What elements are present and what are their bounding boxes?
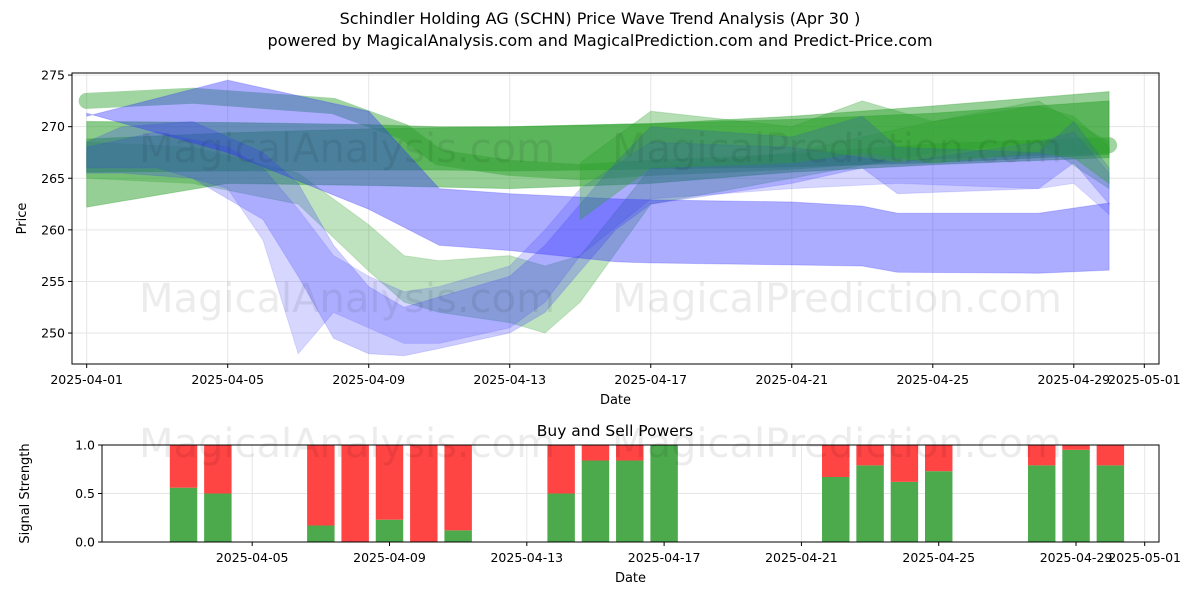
price-band-blue bbox=[86, 79, 1110, 274]
sell-bar bbox=[169, 445, 198, 488]
price-band-green bbox=[579, 100, 1110, 221]
signal-chart-title: Buy and Sell Powers bbox=[537, 422, 694, 440]
price-ytick-label: 270 bbox=[41, 119, 65, 134]
sell-bar bbox=[822, 445, 850, 478]
signal-xtick-label: 2025-04-29 bbox=[1040, 550, 1113, 565]
buy-bar bbox=[616, 460, 644, 542]
signal-ytick-label: 1.0 bbox=[75, 438, 95, 453]
buy-bar bbox=[307, 525, 335, 542]
sell-bar bbox=[1062, 445, 1090, 450]
price-xtick-label: 2025-04-29 bbox=[1037, 372, 1110, 387]
price-band-blue bbox=[86, 131, 1110, 355]
watermark-text: MagicalPrediction.com bbox=[612, 276, 1062, 322]
price-xtick-label: 2025-04-09 bbox=[332, 372, 405, 387]
price-ytick-label: 255 bbox=[41, 274, 65, 289]
signal-ytick-label: 0.0 bbox=[75, 535, 95, 550]
signal-watermarks: MagicalAnalysis.com MagicalPrediction.com bbox=[139, 421, 1062, 467]
buy-bar bbox=[204, 493, 232, 542]
signal-bars bbox=[169, 445, 1125, 542]
watermark-text: MagicalPrediction.com bbox=[612, 421, 1062, 467]
signal-xtick-label: 2025-05-01 bbox=[1108, 550, 1181, 565]
chart-title: Schindler Holding AG (SCHN) Price Wave T… bbox=[339, 9, 861, 28]
price-band-green bbox=[86, 91, 1110, 208]
buy-bar bbox=[581, 460, 610, 542]
price-x-axis-label: Date bbox=[600, 393, 631, 408]
watermark-text: MagicalAnalysis.com bbox=[139, 276, 555, 322]
price-xtick-label: 2025-04-25 bbox=[896, 372, 969, 387]
sell-bar bbox=[204, 445, 232, 494]
buy-bar bbox=[1027, 465, 1056, 542]
sell-bar bbox=[581, 445, 610, 461]
price-grid bbox=[72, 73, 1159, 364]
price-xtick-label: 2025-04-13 bbox=[473, 372, 546, 387]
sell-bar bbox=[1027, 445, 1056, 466]
sell-bar bbox=[925, 445, 953, 472]
sell-bar bbox=[307, 445, 335, 526]
price-bands bbox=[78, 79, 1118, 357]
buy-bar bbox=[650, 445, 678, 542]
sell-bar bbox=[547, 445, 575, 494]
buy-bar bbox=[925, 471, 953, 542]
price-plot-frame bbox=[71, 72, 1160, 365]
buy-bar bbox=[856, 465, 884, 542]
sell-bar bbox=[890, 445, 919, 482]
buy-bar bbox=[375, 519, 404, 542]
sell-bar bbox=[410, 445, 438, 542]
signal-xtick-label: 2025-04-21 bbox=[765, 550, 838, 565]
price-ytick-label: 265 bbox=[41, 171, 65, 186]
price-xtick-label: 2025-04-17 bbox=[614, 372, 687, 387]
price-xtick-label: 2025-04-05 bbox=[191, 372, 264, 387]
price-y-axis-label: Price bbox=[15, 203, 30, 235]
buy-bar bbox=[444, 530, 472, 542]
buy-bar bbox=[822, 477, 850, 542]
price-ytick-label: 250 bbox=[41, 326, 65, 341]
sell-bar bbox=[341, 445, 369, 542]
watermark-text: MagicalPrediction.com bbox=[612, 126, 1062, 172]
signal-xtick-label: 2025-04-09 bbox=[353, 550, 426, 565]
buy-bar bbox=[169, 487, 198, 542]
sell-bar bbox=[444, 445, 472, 531]
signal-xtick-label: 2025-04-13 bbox=[490, 550, 563, 565]
price-xtick-label: 2025-04-01 bbox=[50, 372, 123, 387]
buy-bar bbox=[547, 493, 575, 542]
signal-x-axis-label: Date bbox=[615, 571, 646, 586]
signal-axes: 0.0 0.5 1.0 2025-04-05 2025-04-09 2025-04-13 2… bbox=[18, 438, 1181, 587]
watermark-text: MagicalAnalysis.com bbox=[139, 126, 555, 172]
sell-bar bbox=[616, 445, 644, 461]
signal-xtick-label: 2025-04-05 bbox=[216, 550, 289, 565]
watermark-text: MagicalAnalysis.com bbox=[139, 421, 555, 467]
buy-bar bbox=[1062, 449, 1090, 542]
price-axes: 250 255 260 265 270 275 2025-04-01 2025-04-05 20… bbox=[15, 68, 1181, 408]
buy-bar bbox=[1096, 465, 1125, 542]
chart-subtitle: powered by MagicalAnalysis.com and Magic… bbox=[267, 31, 933, 50]
signal-y-axis-label: Signal Strength bbox=[18, 443, 33, 543]
price-xtick-label: 2025-05-01 bbox=[1108, 372, 1181, 387]
buy-bar bbox=[890, 481, 919, 542]
signal-ytick-label: 0.5 bbox=[75, 486, 95, 501]
price-band-green bbox=[86, 100, 1110, 334]
sell-bar bbox=[1096, 445, 1125, 466]
signal-xtick-label: 2025-04-17 bbox=[628, 550, 701, 565]
price-xtick-label: 2025-04-21 bbox=[755, 372, 828, 387]
signal-xtick-label: 2025-04-25 bbox=[902, 550, 975, 565]
price-watermarks: MagicalAnalysis.com MagicalPrediction.com… bbox=[139, 126, 1062, 322]
price-ytick-label: 275 bbox=[41, 68, 65, 83]
sell-bar bbox=[375, 445, 404, 520]
sell-bar bbox=[856, 445, 884, 466]
price-ytick-label: 260 bbox=[41, 222, 65, 237]
price-band-blue bbox=[86, 115, 1110, 357]
